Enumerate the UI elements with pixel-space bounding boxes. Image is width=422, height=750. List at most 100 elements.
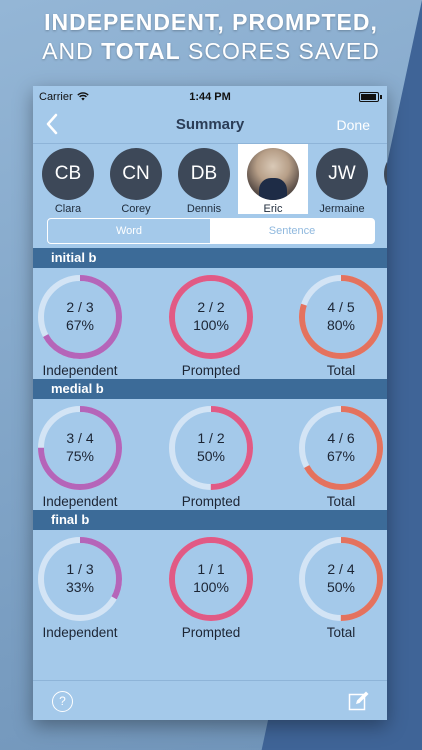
score-percent: 50% (196, 448, 226, 464)
score-label: Independent (42, 363, 118, 378)
progress-arc (169, 537, 253, 621)
status-time: 1:44 PM (189, 91, 231, 103)
student-name: Clara (54, 203, 82, 215)
student-eric[interactable]: Eric (238, 144, 308, 215)
progress-arc (38, 275, 122, 359)
segment-sentence[interactable]: Sentence (210, 219, 374, 243)
score-fraction: 1 / 1 (197, 561, 225, 577)
progress-arc (299, 537, 383, 621)
score-gauge-prompted: 1 / 2 50% Prompted (156, 404, 266, 509)
avatar: CN (110, 148, 162, 200)
score-gauge-total: 4 / 5 80% Total (286, 273, 387, 378)
score-percent: 67% (65, 317, 95, 333)
progress-arc (169, 406, 253, 490)
score-percent: 100% (193, 317, 229, 333)
avatar: JW (316, 148, 368, 200)
score-fraction: 2 / 3 (66, 299, 94, 315)
progress-ring (299, 406, 383, 490)
score-label: Prompted (181, 363, 241, 378)
progress-ring (38, 406, 122, 490)
wifi-icon (77, 92, 89, 101)
progress-ring (38, 275, 122, 359)
student-selector: CB Clara CN Corey DB Dennis Eric JW Jerm… (33, 143, 387, 215)
avatar: CB (42, 148, 94, 200)
avatar: DB (178, 148, 230, 200)
progress-ring (169, 537, 253, 621)
banner-line-2-pre: AND (42, 38, 102, 64)
student-name: Jermaine (319, 203, 365, 215)
score-percent: 80% (326, 317, 356, 333)
score-gauge-independent: 2 / 3 67% Independent (33, 273, 135, 378)
done-button[interactable]: Done (336, 117, 370, 133)
phone-screen: Carrier 1:44 PM Summary Done CB Clara CN… (33, 86, 387, 720)
student-clara[interactable]: CB Clara (33, 144, 103, 215)
score-percent: 67% (326, 448, 356, 464)
progress-ring (169, 406, 253, 490)
page-title: Summary (175, 116, 245, 133)
progress-ring (38, 537, 122, 621)
score-gauge-independent: 1 / 3 33% Independent (33, 535, 135, 640)
bottom-toolbar: ? (33, 680, 387, 720)
score-percent: 100% (193, 579, 229, 595)
progress-arc (299, 275, 383, 359)
score-percent: 33% (65, 579, 95, 595)
status-bar: Carrier 1:44 PM (33, 86, 387, 106)
score-label: Total (326, 494, 356, 509)
progress-ring (299, 537, 383, 621)
score-fraction: 1 / 3 (66, 561, 94, 577)
mode-segmented-control: Word Sentence (47, 218, 375, 244)
score-label: Independent (42, 494, 118, 509)
student-name: Corey (121, 203, 151, 215)
battery-icon (359, 92, 382, 102)
score-percent: 50% (326, 579, 356, 595)
score-fraction: 2 / 2 (197, 299, 225, 315)
question-mark-icon[interactable]: ? (52, 691, 73, 712)
banner-line-2-post: SCORES SAVED (180, 38, 380, 64)
progress-arc (299, 406, 383, 490)
student-corey[interactable]: CN Corey (101, 144, 171, 215)
chevron-left-icon[interactable] (43, 112, 63, 136)
score-percent: 75% (65, 448, 95, 464)
banner-line-2-bold: TOTAL (101, 38, 181, 64)
score-fraction: 4 / 6 (327, 430, 355, 446)
segment-word[interactable]: Word (48, 219, 210, 243)
score-gauge-prompted: 2 / 2 100% Prompted (156, 273, 266, 378)
score-gauge-prompted: 1 / 1 100% Prompted (156, 535, 266, 640)
student-photo (247, 148, 299, 200)
progress-arc (38, 537, 122, 621)
score-label: Prompted (181, 494, 241, 509)
progress-ring (299, 275, 383, 359)
progress-arc (38, 406, 122, 490)
score-fraction: 4 / 5 (327, 299, 355, 315)
score-gauge-independent: 3 / 4 75% Independent (33, 404, 135, 509)
banner-line-2: AND TOTAL SCORES SAVED (0, 37, 422, 66)
section-header: final b (33, 510, 387, 530)
section-title: medial b (51, 381, 104, 396)
avatar (384, 148, 387, 200)
carrier-label: Carrier (39, 91, 73, 103)
promo-banner: INDEPENDENT, PROMPTED, AND TOTAL SCORES … (0, 8, 422, 66)
section-title: final b (51, 512, 90, 527)
student-name: Eric (263, 203, 283, 215)
score-gauge-total: 2 / 4 50% Total (286, 535, 387, 640)
score-gauge-total: 4 / 6 67% Total (286, 404, 387, 509)
score-fraction: 1 / 2 (197, 430, 225, 446)
score-label: Total (326, 625, 356, 640)
student-next-partial[interactable] (375, 144, 387, 214)
progress-arc (169, 275, 253, 359)
student-dennis[interactable]: DB Dennis (169, 144, 239, 215)
section-header: initial b (33, 248, 387, 268)
student-jermaine[interactable]: JW Jermaine (307, 144, 377, 215)
section-header: medial b (33, 379, 387, 399)
score-label: Independent (42, 625, 118, 640)
banner-line-1: INDEPENDENT, PROMPTED, (44, 9, 378, 35)
student-name: Dennis (186, 203, 222, 215)
section-title: initial b (51, 250, 97, 265)
navigation-bar: Summary Done (33, 108, 387, 140)
score-label: Total (326, 363, 356, 378)
progress-ring (169, 275, 253, 359)
score-label: Prompted (181, 625, 241, 640)
score-fraction: 2 / 4 (327, 561, 355, 577)
score-fraction: 3 / 4 (66, 430, 94, 446)
edit-icon[interactable] (348, 690, 370, 712)
